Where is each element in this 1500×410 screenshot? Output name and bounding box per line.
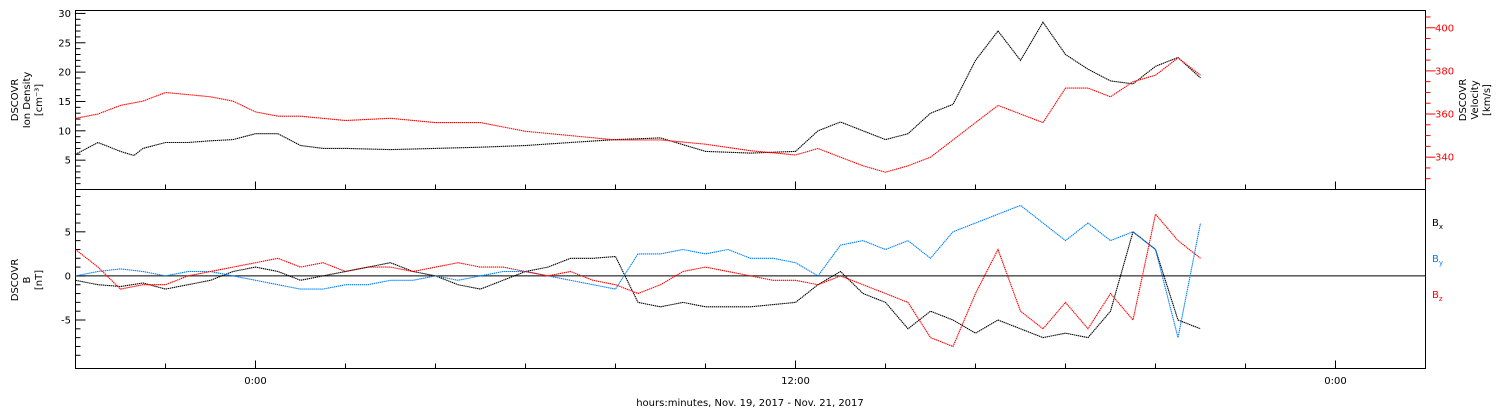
- bottom-panel-frame: [75, 189, 1426, 369]
- top-left-y-tick-label: 25: [58, 38, 71, 49]
- top-panel-frame: [75, 10, 1426, 190]
- axis-ticks: 0:00 12:00 0:00 5 10 15 20 25 30 340 360 380 400 -5 0 5: [58, 9, 1454, 387]
- x-tick-label: 0:00: [1324, 376, 1346, 387]
- legend-bx: Bx: [1432, 218, 1443, 231]
- x-tick-label: 0:00: [244, 376, 266, 387]
- data-series: [75, 21, 1202, 348]
- bottom-ylabel-line-3: [nT]: [34, 270, 45, 290]
- top-right-ylabel-line-2: Velocity: [1470, 80, 1481, 119]
- bottom-y-tick-label: 0: [65, 271, 71, 282]
- bz-series: [75, 212, 1201, 348]
- top-left-y-tick-label: 5: [65, 156, 71, 167]
- bottom-y-tick-label: 5: [65, 227, 71, 238]
- top-left-ylabel-line-3: [cm⁻³]: [34, 84, 45, 116]
- top-left-y-tick-label: 30: [58, 9, 71, 20]
- bottom-y-tick-label: -5: [61, 316, 71, 327]
- top-right-y-tick-label: 400: [1435, 23, 1454, 34]
- velocity-series: [75, 57, 1201, 173]
- top-right-ylabel-line-3: [km/s]: [1482, 84, 1493, 116]
- x-tick-label: 12:00: [781, 376, 810, 387]
- top-left-ylabel-line-1: DSCOVR: [10, 79, 21, 122]
- top-left-ylabel-line-2: Ion Density: [22, 72, 33, 129]
- top-left-y-tick-label: 10: [58, 126, 71, 137]
- top-left-y-tick-label: 20: [58, 68, 71, 79]
- bottom-ylabel-line-2: B: [22, 276, 33, 283]
- top-right-y-tick-label: 380: [1435, 66, 1454, 77]
- by-series: [75, 204, 1202, 338]
- bx-series: [75, 230, 1201, 339]
- top-right-y-tick-label: 340: [1435, 153, 1454, 164]
- legend-bz: Bz: [1432, 290, 1443, 303]
- legend-by: By: [1432, 254, 1443, 267]
- top-right-y-tick-label: 360: [1435, 110, 1454, 121]
- top-right-ylabel-line-1: DSCOVR: [1458, 79, 1469, 122]
- top-left-y-tick-label: 15: [58, 97, 71, 108]
- x-axis-title: hours:minutes, Nov. 19, 2017 - Nov. 21, …: [636, 398, 864, 409]
- ion-density-series: [75, 21, 1201, 157]
- bottom-ylabel-line-1: DSCOVR: [10, 259, 21, 302]
